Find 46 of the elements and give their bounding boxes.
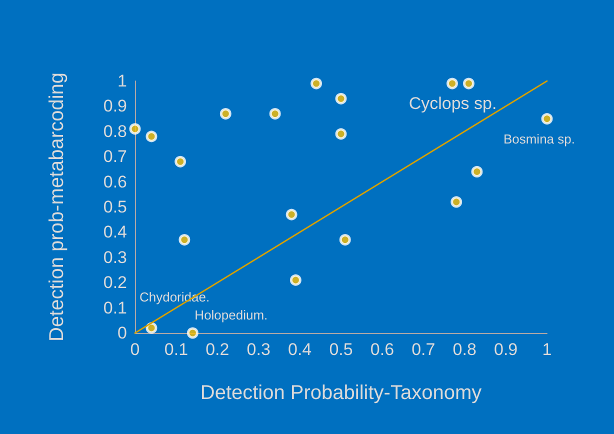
point xyxy=(471,166,483,178)
annotation: Holopedium. xyxy=(194,308,268,322)
y-tick-label: 0.4 xyxy=(103,222,127,242)
y-tick-label: 0.8 xyxy=(103,122,127,141)
y-tick-label: 0.2 xyxy=(103,273,127,292)
point xyxy=(146,130,158,142)
point xyxy=(446,78,458,90)
y-tick-label: 0.3 xyxy=(103,248,127,267)
y-tick-label: 1 xyxy=(118,72,127,90)
point xyxy=(335,128,347,140)
x-tick-label: 0.1 xyxy=(164,340,188,359)
point xyxy=(339,234,351,246)
x-tick-label: 0 xyxy=(130,340,140,359)
y-tick-label: 0.6 xyxy=(103,172,127,192)
point xyxy=(178,234,190,246)
x-tick-label: 0.3 xyxy=(246,340,270,359)
annotation: Cyclops sp. xyxy=(408,94,497,114)
point xyxy=(290,274,302,286)
point xyxy=(335,92,347,104)
y-tick-label: 0.9 xyxy=(103,96,127,116)
point xyxy=(220,108,232,120)
y-axis-title: Detection prob-metabarcoding xyxy=(46,72,68,342)
y-tick-label: 0 xyxy=(118,324,127,342)
point xyxy=(462,78,474,90)
point xyxy=(129,123,141,135)
x-tick-label: 0.5 xyxy=(329,340,353,359)
point xyxy=(174,156,186,168)
y-tick-label: 0.1 xyxy=(103,298,127,318)
x-tick-label: 0.9 xyxy=(494,340,518,359)
point xyxy=(269,108,281,120)
x-tick-label: 0.2 xyxy=(206,340,230,359)
y-tick-label: 0.7 xyxy=(103,147,127,166)
x-tick-label: 0.6 xyxy=(370,340,394,359)
x-tick-label: 1 xyxy=(542,340,552,359)
y-tick-label: 0.5 xyxy=(103,198,127,216)
x-axis-title: Detection Probability-Taxonomy xyxy=(200,382,482,404)
point xyxy=(310,78,322,90)
point xyxy=(286,208,298,220)
x-tick-label: 0.8 xyxy=(452,340,476,359)
x-tick-label: 0.7 xyxy=(412,340,436,359)
point xyxy=(450,196,462,208)
point xyxy=(146,322,158,334)
point xyxy=(186,327,198,339)
annotation: Bosmina sp. xyxy=(503,131,575,146)
x-tick-label: 0.4 xyxy=(288,340,312,359)
point xyxy=(541,113,553,125)
